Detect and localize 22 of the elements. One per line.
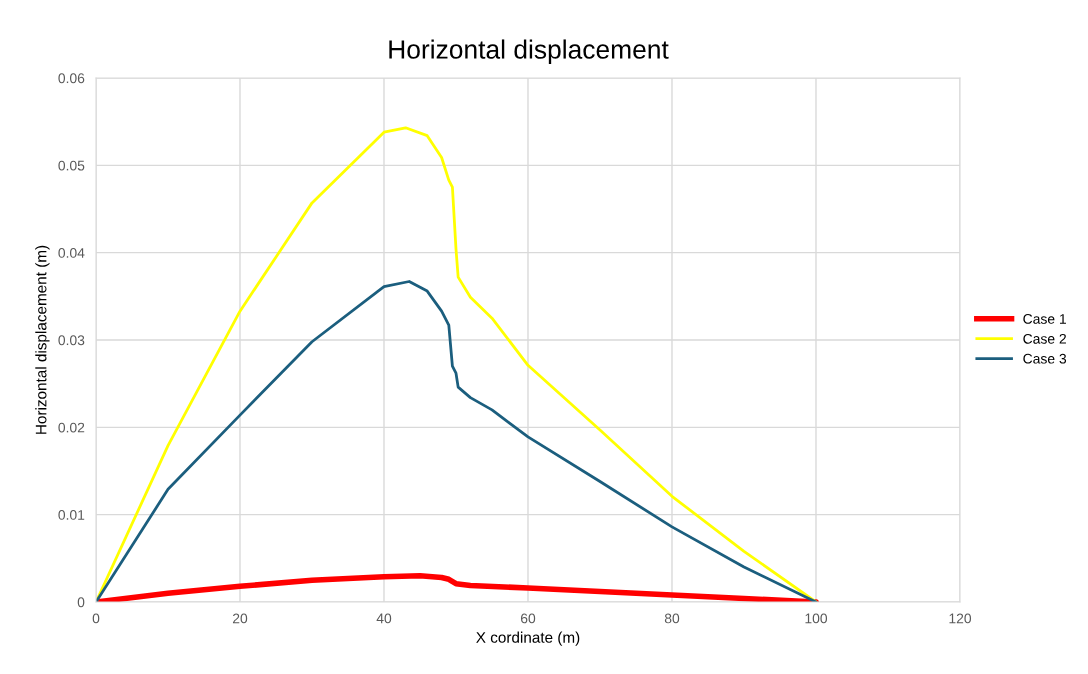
x-axis-title: X cordinate (m) <box>476 631 580 646</box>
y-tick-label: 0.01 <box>58 510 85 520</box>
x-tick-label: 80 <box>664 613 680 624</box>
y-tick-label: 0.03 <box>58 335 85 346</box>
x-tick-label: 20 <box>232 613 248 624</box>
x-tick-label: 120 <box>949 613 972 624</box>
line-series <box>96 280 818 602</box>
x-tick-label: 100 <box>805 613 828 624</box>
chart-title: Horizontal displacement <box>389 39 669 65</box>
x-tick-label: 40 <box>376 613 392 624</box>
y-tick-label: 0.02 <box>58 422 85 433</box>
legend-label: Case 1 <box>1023 314 1066 324</box>
line-series <box>96 126 818 602</box>
legend-label: Case 2 <box>1023 333 1066 344</box>
x-tick-label: 0 <box>92 613 100 624</box>
y-tick-label: 0.05 <box>58 160 85 171</box>
legend-label: Case 3 <box>1023 353 1067 364</box>
x-tick-label: 60 <box>520 613 536 624</box>
y-tick-label: 0.06 <box>58 73 85 84</box>
y-tick-label: 0.04 <box>58 248 85 258</box>
y-axis-title: Horizontal displacement (m) <box>35 245 50 434</box>
y-tick-label: 0 <box>77 597 85 608</box>
